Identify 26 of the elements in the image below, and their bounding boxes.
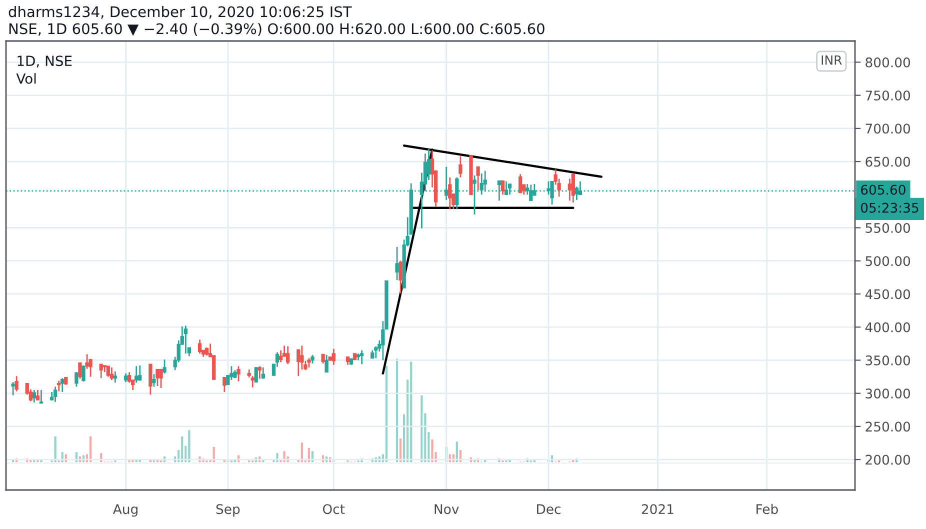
y-tick-label: 350.00	[866, 355, 910, 366]
y-tick-label: 650.00	[866, 156, 910, 167]
x-tick-label: Dec	[537, 504, 560, 514]
chart-subtitle: NSE, 1D 605.60 ▼ −2.40 (−0.39%) O:600.00 H:620.00 L:600.00 C:605.60	[9, 22, 544, 36]
chart-title: dharms1234, December 10, 2020 10:06:25 IST	[8, 6, 352, 19]
x-tick-label: Feb	[756, 504, 778, 514]
y-tick-label: 450.00	[865, 289, 910, 300]
y-tick-label: 550.00	[866, 222, 910, 233]
x-tick-label: 2021	[642, 504, 674, 514]
y-tick-label: 500.00	[866, 256, 910, 266]
y-tick-label: 700.00	[866, 124, 910, 134]
annotation: INR	[822, 56, 842, 65]
x-tick-label: Nov	[434, 504, 459, 514]
ref-line-label: 605.60	[861, 184, 906, 195]
y-tick-label: 400.00	[865, 322, 910, 332]
y-tick-label: 300.00	[866, 388, 910, 399]
chart-title: Vol	[16, 73, 36, 84]
y-tick-label: 800.00	[866, 57, 910, 68]
annotation: 1D, NSE	[18, 56, 72, 68]
x-tick-label: Sep	[216, 504, 240, 517]
x-tick-label: Oct	[322, 504, 345, 514]
y-tick-label: 200.00	[866, 454, 910, 465]
text: 05:23:35	[860, 202, 918, 213]
y-tick-label: 250.00	[866, 422, 910, 432]
x-tick-label: Aug	[112, 504, 138, 517]
y-tick-label: 750.00	[866, 90, 910, 101]
